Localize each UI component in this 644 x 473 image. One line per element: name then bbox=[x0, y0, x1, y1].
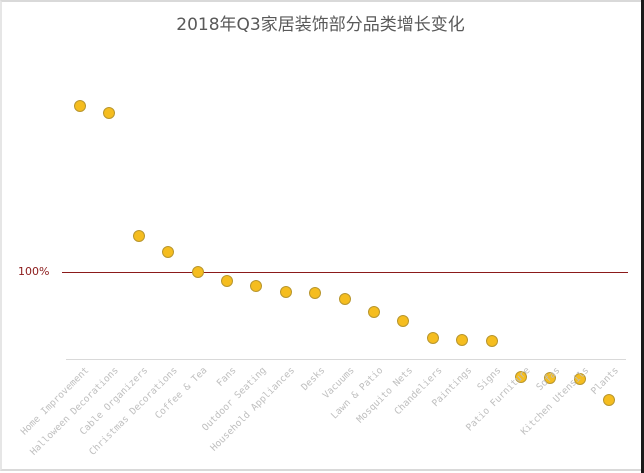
data-point bbox=[456, 333, 469, 346]
data-point bbox=[132, 230, 145, 243]
data-point bbox=[309, 286, 322, 299]
reference-line-100 bbox=[62, 272, 628, 273]
data-point bbox=[426, 332, 439, 345]
data-point bbox=[485, 334, 498, 347]
chart-title: 2018年Q3家居装饰部分品类增长变化 bbox=[176, 15, 465, 35]
x-axis-line bbox=[66, 359, 626, 360]
reference-line-label: 100% bbox=[18, 265, 50, 278]
data-point bbox=[544, 372, 557, 385]
data-point bbox=[603, 393, 616, 406]
data-point bbox=[103, 106, 116, 119]
data-point bbox=[74, 99, 86, 112]
data-point bbox=[368, 306, 380, 319]
right-edge-strip bbox=[641, 0, 644, 473]
data-point bbox=[338, 292, 351, 305]
data-point bbox=[221, 274, 233, 287]
data-point bbox=[191, 266, 204, 278]
data-point bbox=[573, 373, 586, 385]
data-point bbox=[279, 286, 292, 298]
data-point bbox=[162, 245, 175, 258]
data-point bbox=[397, 314, 410, 327]
data-point bbox=[515, 371, 527, 384]
data-point bbox=[250, 279, 263, 292]
